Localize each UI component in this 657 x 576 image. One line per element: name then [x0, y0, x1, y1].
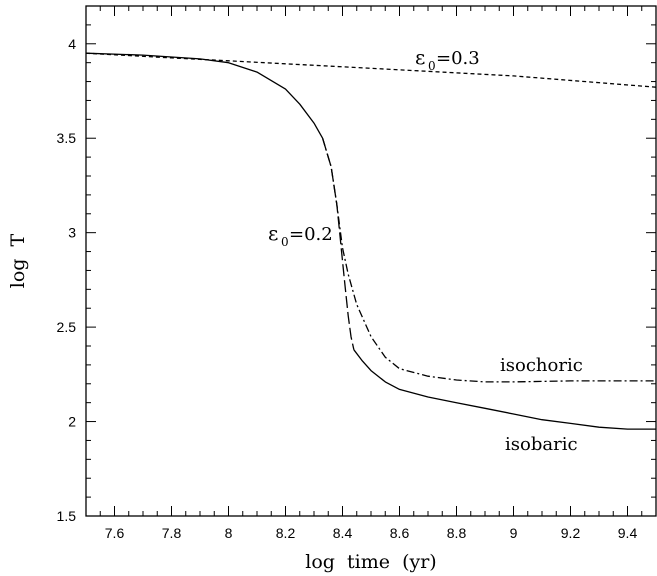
- annotation-eps-03: ε 0 =0.3: [415, 45, 480, 73]
- eps-symbol: ε: [415, 45, 425, 69]
- annotation-isochoric: isochoric: [500, 355, 583, 376]
- y-tick-labels: 1.5 2 2.5 3 3.5 4: [57, 36, 77, 524]
- y-tick-label: 3: [68, 225, 76, 241]
- x-axis-label: log time (yr): [305, 551, 436, 573]
- y-tick-label: 2.5: [57, 319, 77, 335]
- eps-subscript: 0: [428, 59, 436, 73]
- y-tick-label: 3.5: [57, 130, 77, 146]
- x-tick-label: 9: [510, 525, 518, 541]
- x-tick-label: 9.4: [618, 525, 638, 541]
- series-line-dash-dot: [321, 138, 656, 383]
- x-tick-labels: 7.6 7.8 8 8.2 8.4 8.6 8.8 9 9.2 9.4: [105, 525, 638, 541]
- x-tick-label: 8.8: [447, 525, 467, 541]
- eps-subscript: 0: [281, 235, 289, 249]
- x-tick-label: 7.6: [105, 525, 125, 541]
- y-tick-label: 1.5: [57, 508, 77, 524]
- series-line-long-dashed: [321, 138, 355, 350]
- eps-value: =0.3: [436, 48, 480, 69]
- y-axis-label: log T: [7, 233, 29, 288]
- y-tick-label: 2: [68, 414, 76, 430]
- x-tick-label: 7.8: [162, 525, 182, 541]
- series-line-solid: [85, 52, 324, 139]
- eps-symbol: ε: [268, 221, 278, 245]
- x-tick-label: 8: [225, 525, 233, 541]
- ticks: [85, 5, 657, 517]
- series-line-solid: [353, 349, 656, 430]
- x-tick-label: 8.2: [276, 525, 296, 541]
- annotation-isobaric: isobaric: [505, 434, 578, 455]
- eps-value: =0.2: [289, 224, 333, 245]
- x-tick-label: 9.2: [561, 525, 581, 541]
- series-lines: [85, 52, 657, 430]
- y-tick-label: 4: [68, 36, 76, 52]
- series-line-dashed: [85, 52, 657, 88]
- annotation-eps-02: ε 0 =0.2: [268, 221, 333, 249]
- x-tick-label: 8.4: [333, 525, 353, 541]
- x-tick-label: 8.6: [390, 525, 410, 541]
